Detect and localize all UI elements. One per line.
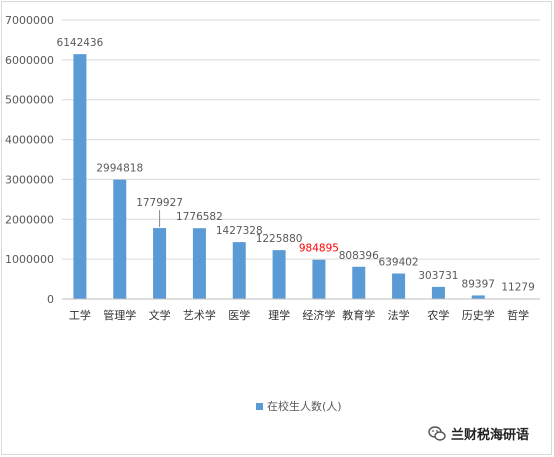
data-label: 1225880 [256, 233, 303, 245]
wechat-icon [428, 425, 446, 441]
data-label: 984895 [299, 243, 339, 255]
x-tick-label: 医学 [228, 308, 250, 322]
x-tick-label: 法学 [388, 308, 410, 322]
y-tick-label: 3000000 [5, 173, 54, 186]
bar [352, 266, 366, 299]
bar [153, 228, 167, 299]
data-label: 11279 [501, 282, 534, 294]
y-tick-label: 1000000 [5, 253, 54, 266]
bar [272, 250, 286, 299]
data-label: 89397 [462, 278, 495, 290]
watermark-text: 兰财税海研语 [451, 428, 530, 443]
bar [232, 242, 246, 299]
data-label: 808396 [339, 250, 379, 262]
y-tick-label: 5000000 [5, 94, 54, 107]
watermark: 兰财税海研语 [428, 424, 529, 443]
y-tick-label: 6000000 [5, 54, 54, 67]
legend-swatch [256, 403, 263, 410]
x-tick-label: 理学 [268, 308, 290, 322]
x-tick-label: 经济学 [302, 308, 335, 322]
bar [312, 259, 326, 299]
bar [73, 54, 87, 299]
legend-label: 在校生人数(人) [267, 399, 342, 413]
data-label: 639402 [379, 257, 419, 269]
bar [392, 273, 406, 299]
bar [113, 179, 127, 299]
x-tick-label: 教育学 [342, 308, 375, 322]
x-tick-label: 管理学 [103, 308, 136, 322]
data-label: 1779927 [136, 197, 183, 209]
bar [431, 286, 445, 299]
data-label: 1427328 [216, 225, 263, 237]
data-label: 6142436 [57, 37, 104, 49]
data-label: 2994818 [96, 163, 143, 175]
data-label: 303731 [418, 270, 458, 282]
x-tick-label: 艺术学 [183, 308, 216, 322]
y-tick-label: 2000000 [5, 213, 54, 226]
y-tick-label: 4000000 [5, 134, 54, 147]
x-tick-label: 历史学 [462, 308, 495, 322]
x-tick-label: 文学 [149, 308, 171, 322]
x-tick-label: 农学 [427, 308, 449, 322]
data-label: 1776582 [176, 211, 223, 223]
y-tick-label: 0 [47, 293, 54, 306]
x-tick-label: 哲学 [507, 308, 529, 322]
bar [192, 228, 206, 299]
y-tick-label: 7000000 [5, 14, 54, 27]
x-tick-label: 工学 [69, 308, 91, 322]
bar [471, 295, 485, 299]
